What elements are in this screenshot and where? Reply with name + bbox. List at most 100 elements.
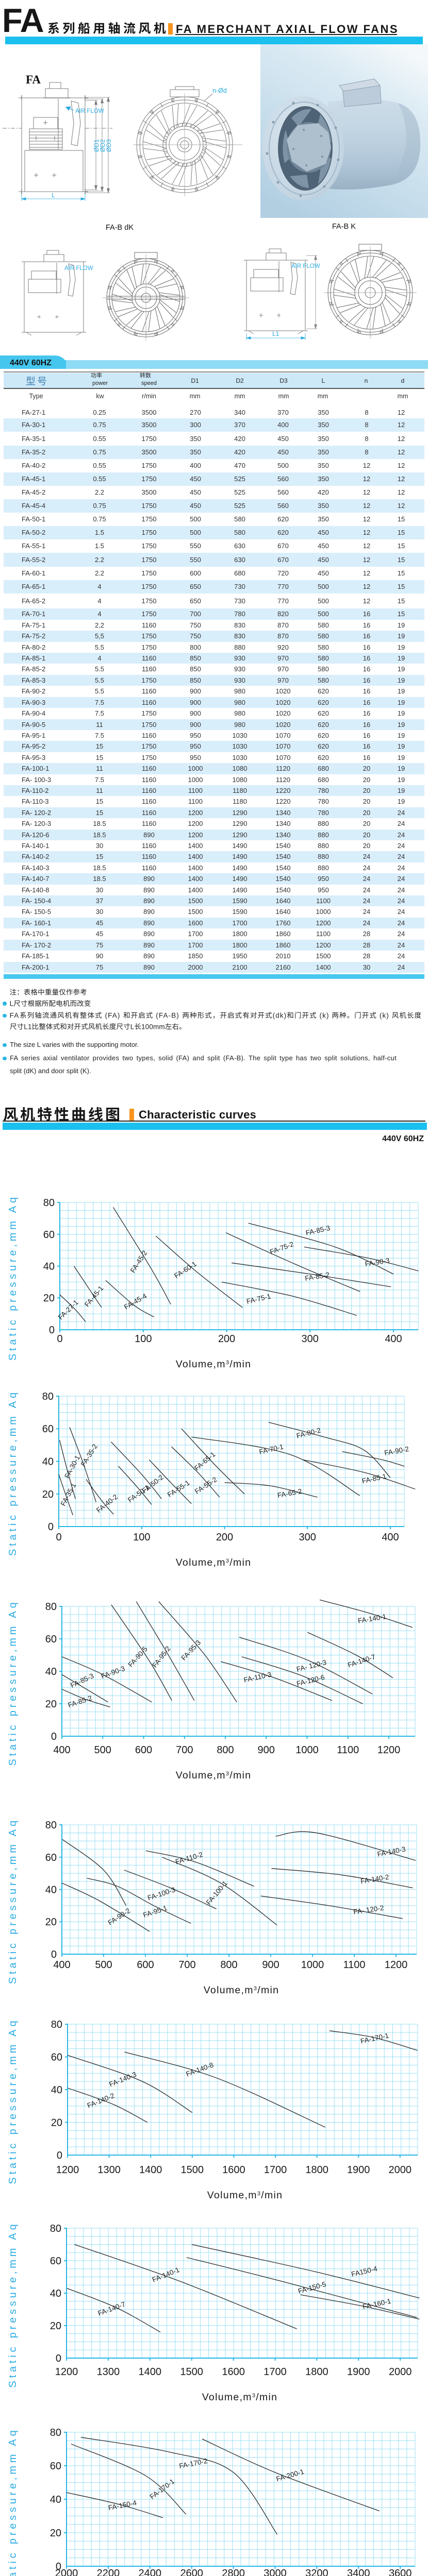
svg-text:40: 40 bbox=[50, 2288, 61, 2299]
svg-text:100: 100 bbox=[133, 1532, 150, 1543]
svg-text:FA-B K: FA-B K bbox=[332, 223, 356, 231]
svg-text:1900: 1900 bbox=[347, 2164, 370, 2176]
svg-text:1000: 1000 bbox=[295, 1744, 319, 1756]
svg-text:80: 80 bbox=[51, 2019, 62, 2030]
svg-text:60: 60 bbox=[50, 2461, 61, 2472]
svg-text:Volume,m3/min: Volume,m3/min bbox=[176, 1770, 252, 1781]
svg-text:Static pressure,mm Aq: Static pressure,mm Aq bbox=[7, 1600, 19, 1766]
svg-text:0: 0 bbox=[51, 1949, 57, 1960]
svg-text:500: 500 bbox=[95, 1959, 112, 1971]
svg-text:900: 900 bbox=[262, 1959, 279, 1971]
svg-text:Volume,m3/min: Volume,m3/min bbox=[176, 1359, 252, 1370]
svg-text:(k): (k) bbox=[377, 1012, 392, 1020]
svg-text:3400: 3400 bbox=[347, 2568, 370, 2576]
svg-text:Volume,m3/min: Volume,m3/min bbox=[176, 1557, 252, 1568]
svg-text:Static pressure,mm Aq: Static pressure,mm Aq bbox=[7, 1818, 19, 1984]
svg-text:200: 200 bbox=[218, 1333, 235, 1345]
svg-text:2000: 2000 bbox=[55, 2568, 78, 2576]
svg-text:20: 20 bbox=[45, 1917, 57, 1928]
svg-text:1200: 1200 bbox=[55, 2366, 78, 2378]
svg-text:2800: 2800 bbox=[222, 2568, 245, 2576]
svg-text:FA-90-3: FA-90-3 bbox=[365, 1257, 390, 1268]
svg-text:20: 20 bbox=[43, 1293, 55, 1304]
svg-text:1600: 1600 bbox=[222, 2366, 245, 2378]
svg-text:Volume,m3/min: Volume,m3/min bbox=[204, 1985, 279, 1996]
svg-text:FA: FA bbox=[26, 73, 41, 86]
svg-text:ØD1: ØD1 bbox=[93, 139, 100, 152]
svg-text:n-Ød: n-Ød bbox=[212, 87, 227, 94]
svg-text:2200: 2200 bbox=[97, 2568, 120, 2576]
svg-text:800: 800 bbox=[220, 1959, 237, 1971]
svg-text:1700: 1700 bbox=[264, 2164, 287, 2176]
svg-text:2000: 2000 bbox=[389, 2366, 412, 2378]
svg-text:2400: 2400 bbox=[139, 2568, 162, 2576]
svg-text:1100: 1100 bbox=[343, 1959, 365, 1971]
svg-text:500: 500 bbox=[94, 1744, 111, 1756]
svg-text:L: L bbox=[52, 192, 55, 199]
svg-text:80: 80 bbox=[45, 1601, 57, 1613]
svg-text:2000: 2000 bbox=[389, 2164, 412, 2176]
svg-text:(k): (k) bbox=[317, 1012, 332, 1020]
svg-text:100mm: 100mm bbox=[141, 1023, 165, 1030]
svg-text:Static pressure,mm Aq: Static pressure,mm Aq bbox=[7, 1194, 19, 1361]
svg-text:1500: 1500 bbox=[181, 2164, 204, 2176]
svg-text:Volume,m3/min: Volume,m3/min bbox=[207, 2190, 283, 2201]
svg-text:1700: 1700 bbox=[264, 2366, 287, 2378]
svg-text:400: 400 bbox=[382, 1532, 399, 1543]
svg-text:60: 60 bbox=[45, 1852, 57, 1863]
svg-text:0: 0 bbox=[57, 1333, 62, 1345]
svg-text:Static pressure,mm Aq: Static pressure,mm Aq bbox=[7, 2222, 19, 2388]
svg-text:1600: 1600 bbox=[222, 2164, 245, 2176]
svg-text:900: 900 bbox=[258, 1744, 275, 1756]
svg-text:600: 600 bbox=[135, 1744, 152, 1756]
svg-text:440V 60HZ: 440V 60HZ bbox=[10, 359, 52, 367]
svg-text:AIR FLOW: AIR FLOW bbox=[75, 108, 104, 114]
svg-text:60: 60 bbox=[51, 2052, 62, 2063]
svg-text:20: 20 bbox=[50, 2320, 61, 2332]
svg-text:60: 60 bbox=[50, 2256, 61, 2267]
svg-text:(dk): (dk) bbox=[273, 1012, 287, 1020]
svg-text:40: 40 bbox=[43, 1261, 55, 1273]
svg-text:1800: 1800 bbox=[305, 2366, 328, 2378]
svg-text:AIR FLOW: AIR FLOW bbox=[64, 265, 93, 272]
svg-text:80: 80 bbox=[50, 2427, 61, 2438]
svg-text:700: 700 bbox=[176, 1744, 193, 1756]
svg-text:800: 800 bbox=[217, 1744, 234, 1756]
svg-text:80: 80 bbox=[43, 1197, 55, 1209]
svg-text:2600: 2600 bbox=[180, 2568, 203, 2576]
svg-text:1200: 1200 bbox=[377, 1744, 401, 1756]
svg-text:0: 0 bbox=[49, 1325, 55, 1336]
svg-text:40: 40 bbox=[42, 1456, 54, 1468]
svg-text:L1: L1 bbox=[272, 330, 279, 337]
svg-text:1000: 1000 bbox=[301, 1959, 324, 1971]
svg-text:40: 40 bbox=[45, 1885, 57, 1896]
svg-text:Volume,m3/min: Volume,m3/min bbox=[202, 2392, 278, 2403]
svg-text:1400: 1400 bbox=[139, 2164, 162, 2176]
svg-text:20: 20 bbox=[51, 2117, 62, 2129]
svg-text:1200: 1200 bbox=[56, 2164, 79, 2176]
svg-text:60: 60 bbox=[42, 1423, 54, 1435]
svg-text:1800: 1800 bbox=[305, 2164, 328, 2176]
svg-text:80: 80 bbox=[45, 1820, 57, 1831]
svg-text:L: L bbox=[10, 1000, 14, 1008]
svg-text:1900: 1900 bbox=[347, 2366, 370, 2378]
svg-text:60: 60 bbox=[45, 1634, 57, 1645]
svg-text:0: 0 bbox=[51, 1731, 57, 1742]
svg-text:Static pressure,mm Aq: Static pressure,mm Aq bbox=[7, 1389, 19, 1556]
svg-text:0: 0 bbox=[48, 1521, 54, 1533]
svg-text:0: 0 bbox=[56, 2561, 61, 2572]
svg-text:0: 0 bbox=[56, 2353, 61, 2364]
svg-text:ØD2: ØD2 bbox=[99, 139, 106, 152]
svg-text:20: 20 bbox=[50, 2528, 61, 2539]
svg-text:20: 20 bbox=[45, 1699, 57, 1710]
svg-text:AIR FLOW: AIR FLOW bbox=[291, 263, 320, 269]
svg-text:80: 80 bbox=[42, 1391, 54, 1402]
svg-text:1200: 1200 bbox=[385, 1959, 408, 1971]
svg-text:1300: 1300 bbox=[97, 2366, 120, 2378]
svg-text:400: 400 bbox=[53, 1744, 70, 1756]
svg-text:1500: 1500 bbox=[180, 2366, 203, 2378]
svg-text:FA-B dK: FA-B dK bbox=[106, 224, 134, 232]
svg-text:FA-85-2: FA-85-2 bbox=[304, 1271, 330, 1282]
svg-text:3200: 3200 bbox=[305, 2568, 328, 2576]
svg-text:700: 700 bbox=[178, 1959, 195, 1971]
